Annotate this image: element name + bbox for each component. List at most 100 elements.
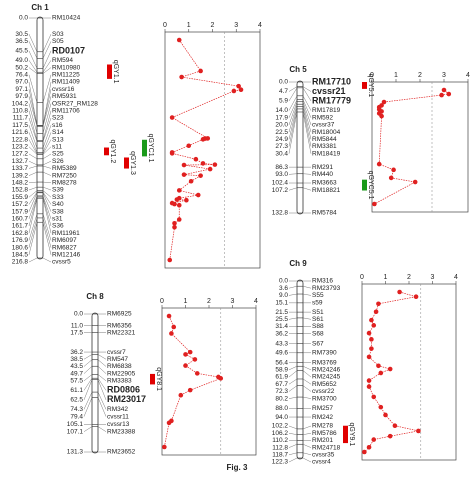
marker-connector xyxy=(28,125,38,149)
marker-position: 22.5 xyxy=(275,129,288,136)
marker-name: RM278 xyxy=(312,423,333,430)
lod-point xyxy=(176,202,182,208)
qtl-label: qGY9.1 xyxy=(348,423,355,447)
lod-point xyxy=(371,323,377,328)
marker-name: RM23652 xyxy=(107,449,136,456)
lod-point xyxy=(193,156,199,162)
marker-name: S55 xyxy=(312,292,324,299)
chromosome xyxy=(91,312,99,454)
marker-connector xyxy=(302,104,312,133)
marker-connector xyxy=(28,89,38,126)
marker-connector xyxy=(288,108,298,147)
marker-name: RM257 xyxy=(312,405,333,412)
marker-name: RM12146 xyxy=(52,252,81,259)
marker-name: cvssr11 xyxy=(107,413,129,420)
marker-connector xyxy=(302,106,312,140)
marker-position: 131.3 xyxy=(67,449,84,456)
marker-position: 36.2 xyxy=(275,330,288,337)
marker-name: S39 xyxy=(52,187,64,194)
lod-point xyxy=(194,371,200,376)
marker-name: RM5784 xyxy=(312,210,337,217)
marker-connector xyxy=(288,104,298,133)
marker-connector xyxy=(42,190,52,198)
lod-point xyxy=(387,366,393,372)
marker-connector xyxy=(28,103,38,134)
lod-point xyxy=(366,384,372,389)
x-tick-label: 1 xyxy=(394,72,398,79)
marker-name: RM5786 xyxy=(312,430,337,437)
marker-connector xyxy=(302,173,312,175)
marker-name: RM18821 xyxy=(312,187,341,194)
marker-connector xyxy=(288,173,298,175)
marker-connector xyxy=(28,117,38,142)
marker-name: RM22905 xyxy=(107,370,136,377)
marker-name: S03 xyxy=(52,31,64,38)
marker-connector xyxy=(302,86,312,92)
marker-name: RM18419 xyxy=(312,150,341,157)
marker-name: RM17819 xyxy=(312,107,341,114)
marker-name: RM23388 xyxy=(107,428,136,435)
marker-position: 79.4 xyxy=(70,413,83,420)
x-tick-label: 3 xyxy=(442,72,446,79)
x-tick-label: 4 xyxy=(466,72,470,79)
lod-point xyxy=(162,444,167,450)
marker-name: S23 xyxy=(52,115,64,122)
marker-position: 133.7 xyxy=(12,165,29,172)
marker-connector xyxy=(97,366,107,374)
qtl-interval xyxy=(362,179,367,191)
marker-position: 176.9 xyxy=(12,237,29,244)
marker-connector xyxy=(28,74,38,103)
marker-name: S68 xyxy=(312,330,324,337)
marker-connector xyxy=(83,379,93,400)
qtl-label: qGY1.2 xyxy=(109,140,116,164)
marker-position: 110.2 xyxy=(272,437,288,444)
marker-position: 21.5 xyxy=(275,309,288,316)
marker-name: RD0806 xyxy=(107,385,140,395)
marker-name: cvssr13 xyxy=(107,421,130,428)
marker-connector xyxy=(83,378,93,391)
marker-name: RM201 xyxy=(312,437,333,444)
marker-name: RM6097 xyxy=(52,237,77,244)
marker-position: 0.0 xyxy=(74,311,83,318)
marker-connector xyxy=(302,293,312,296)
lod-point xyxy=(172,220,177,226)
x-tick-label: 0 xyxy=(163,22,167,29)
lod-point xyxy=(169,151,175,156)
marker-position: 57.5 xyxy=(70,378,83,385)
marker-position: 36.5 xyxy=(15,38,28,45)
marker-connector xyxy=(42,196,52,227)
lod-point xyxy=(373,309,379,315)
marker-connector xyxy=(302,101,312,125)
marker-connector xyxy=(302,317,312,320)
marker-connector xyxy=(288,457,298,463)
lod-curve xyxy=(364,291,419,453)
marker-name: S33 xyxy=(52,194,64,201)
marker-connector xyxy=(288,99,298,118)
marker-connector xyxy=(28,165,38,169)
marker-position: 122.3 xyxy=(272,459,289,466)
marker-position: 27.3 xyxy=(275,143,288,150)
lod-curve xyxy=(164,315,222,448)
marker-connector xyxy=(42,186,52,191)
marker-connector xyxy=(288,86,298,92)
lod-point xyxy=(169,115,175,120)
marker-connector xyxy=(28,60,38,73)
marker-connector xyxy=(28,257,38,263)
qtl-label: qGY1.1 xyxy=(112,60,119,84)
lod-point xyxy=(171,324,177,330)
marker-connector xyxy=(288,187,298,191)
marker-name: RM3769 xyxy=(312,359,337,366)
chromosome-title: Ch 9 xyxy=(289,259,307,268)
lod-point xyxy=(362,449,367,455)
lod-point xyxy=(186,143,192,149)
qtl-label: qGYC5.1 xyxy=(367,171,374,200)
marker-connector xyxy=(42,96,52,127)
marker-connector xyxy=(28,222,38,255)
marker-connector xyxy=(302,108,312,147)
marker-position: 106.2 xyxy=(272,430,289,437)
marker-name: RM7390 xyxy=(312,350,337,357)
lod-point xyxy=(379,113,384,119)
lod-point xyxy=(200,161,206,166)
marker-name: RM291 xyxy=(312,164,333,171)
